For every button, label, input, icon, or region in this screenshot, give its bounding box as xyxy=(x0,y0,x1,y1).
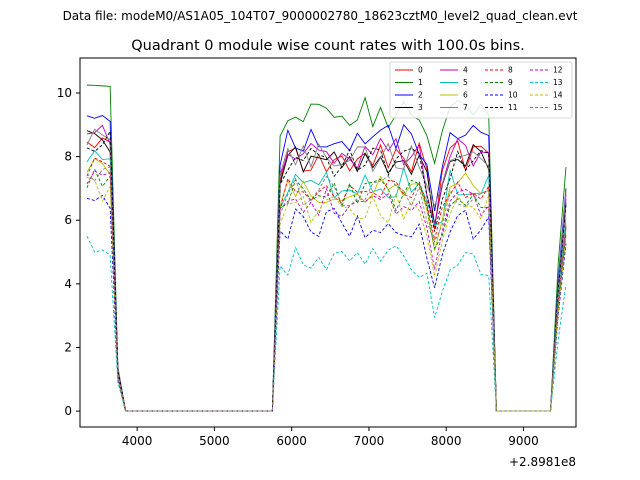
series-line-9 xyxy=(86,168,567,412)
y-tick-label: 6 xyxy=(64,213,72,227)
x-tick-label: 6000 xyxy=(276,434,307,448)
series-line-12 xyxy=(86,170,567,412)
series-line-8 xyxy=(86,157,567,412)
legend-box xyxy=(389,61,573,119)
y-tick-label: 2 xyxy=(64,340,72,354)
legend-label-4: 4 xyxy=(463,66,468,75)
plot-frame xyxy=(79,57,577,428)
legend-label-9: 9 xyxy=(508,78,513,87)
legend-label-0: 0 xyxy=(418,66,423,75)
axes-layer: 4000 5000 6000 7000 8000 9000 0 2 4 6 8 10 xyxy=(57,86,539,448)
legend-label-2: 2 xyxy=(418,91,423,100)
plot-area xyxy=(80,58,576,427)
legend-label-13: 13 xyxy=(553,78,563,87)
chart-title: Quadrant 0 module wise count rates with … xyxy=(131,38,525,54)
legend-label-15: 15 xyxy=(553,103,563,112)
suptitle: Data file: modeM0/AS1A05_104T07_90000027… xyxy=(63,9,578,23)
y-tick-label: 4 xyxy=(64,277,72,291)
x-tick-label: 5000 xyxy=(199,434,230,448)
legend-label-8: 8 xyxy=(508,66,513,75)
legend-label-14: 14 xyxy=(553,91,563,100)
legend-label-3: 3 xyxy=(418,103,423,112)
x-offset-label: +2.8981e8 xyxy=(509,455,576,469)
series-layer xyxy=(86,84,567,412)
x-tick-label: 8000 xyxy=(431,434,462,448)
legend-label-11: 11 xyxy=(508,103,518,112)
x-tick-label: 4000 xyxy=(122,434,153,448)
legend-label-10: 10 xyxy=(508,91,518,100)
legend-label-12: 12 xyxy=(553,66,563,75)
legend-label-6: 6 xyxy=(463,91,468,100)
series-line-15 xyxy=(86,166,567,412)
x-tick-label: 7000 xyxy=(354,434,385,448)
x-tick-label: 9000 xyxy=(508,434,539,448)
y-tick-label: 10 xyxy=(57,86,72,100)
y-tick-label: 8 xyxy=(64,150,72,164)
series-line-14 xyxy=(86,176,567,412)
legend-label-7: 7 xyxy=(463,103,468,112)
series-line-13 xyxy=(86,235,567,412)
legend-label-5: 5 xyxy=(463,78,468,87)
legend-label-1: 1 xyxy=(418,78,423,87)
y-tick-label: 0 xyxy=(64,404,72,418)
